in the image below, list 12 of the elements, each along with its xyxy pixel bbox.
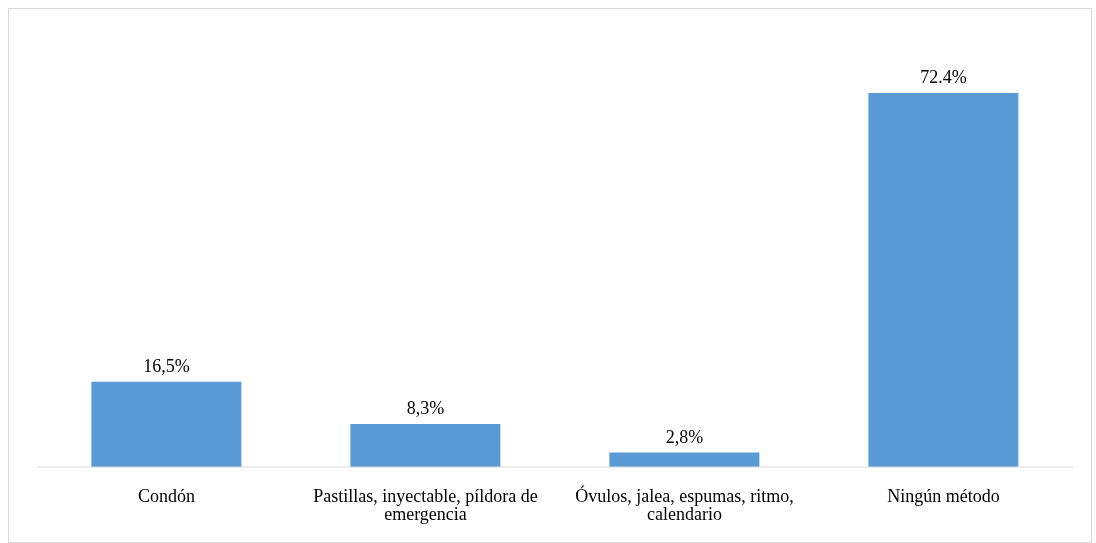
bar bbox=[868, 93, 1019, 467]
x-tick-label: Ningún método bbox=[887, 485, 1000, 506]
x-tick-label: Condón bbox=[137, 485, 196, 506]
data-label: 8,3% bbox=[406, 398, 445, 419]
bar bbox=[91, 381, 242, 467]
x-tick-label: Pastillas, inyectable, píldora de emergencia bbox=[313, 485, 538, 524]
data-label: 2,8% bbox=[665, 426, 704, 447]
bar bbox=[609, 452, 760, 467]
bar bbox=[350, 424, 501, 467]
x-tick-label: Óvulos, jalea, espumas, ritmo, calendario bbox=[575, 484, 794, 524]
data-label: 16,5% bbox=[143, 355, 190, 376]
data-label: 72.4% bbox=[920, 67, 967, 87]
